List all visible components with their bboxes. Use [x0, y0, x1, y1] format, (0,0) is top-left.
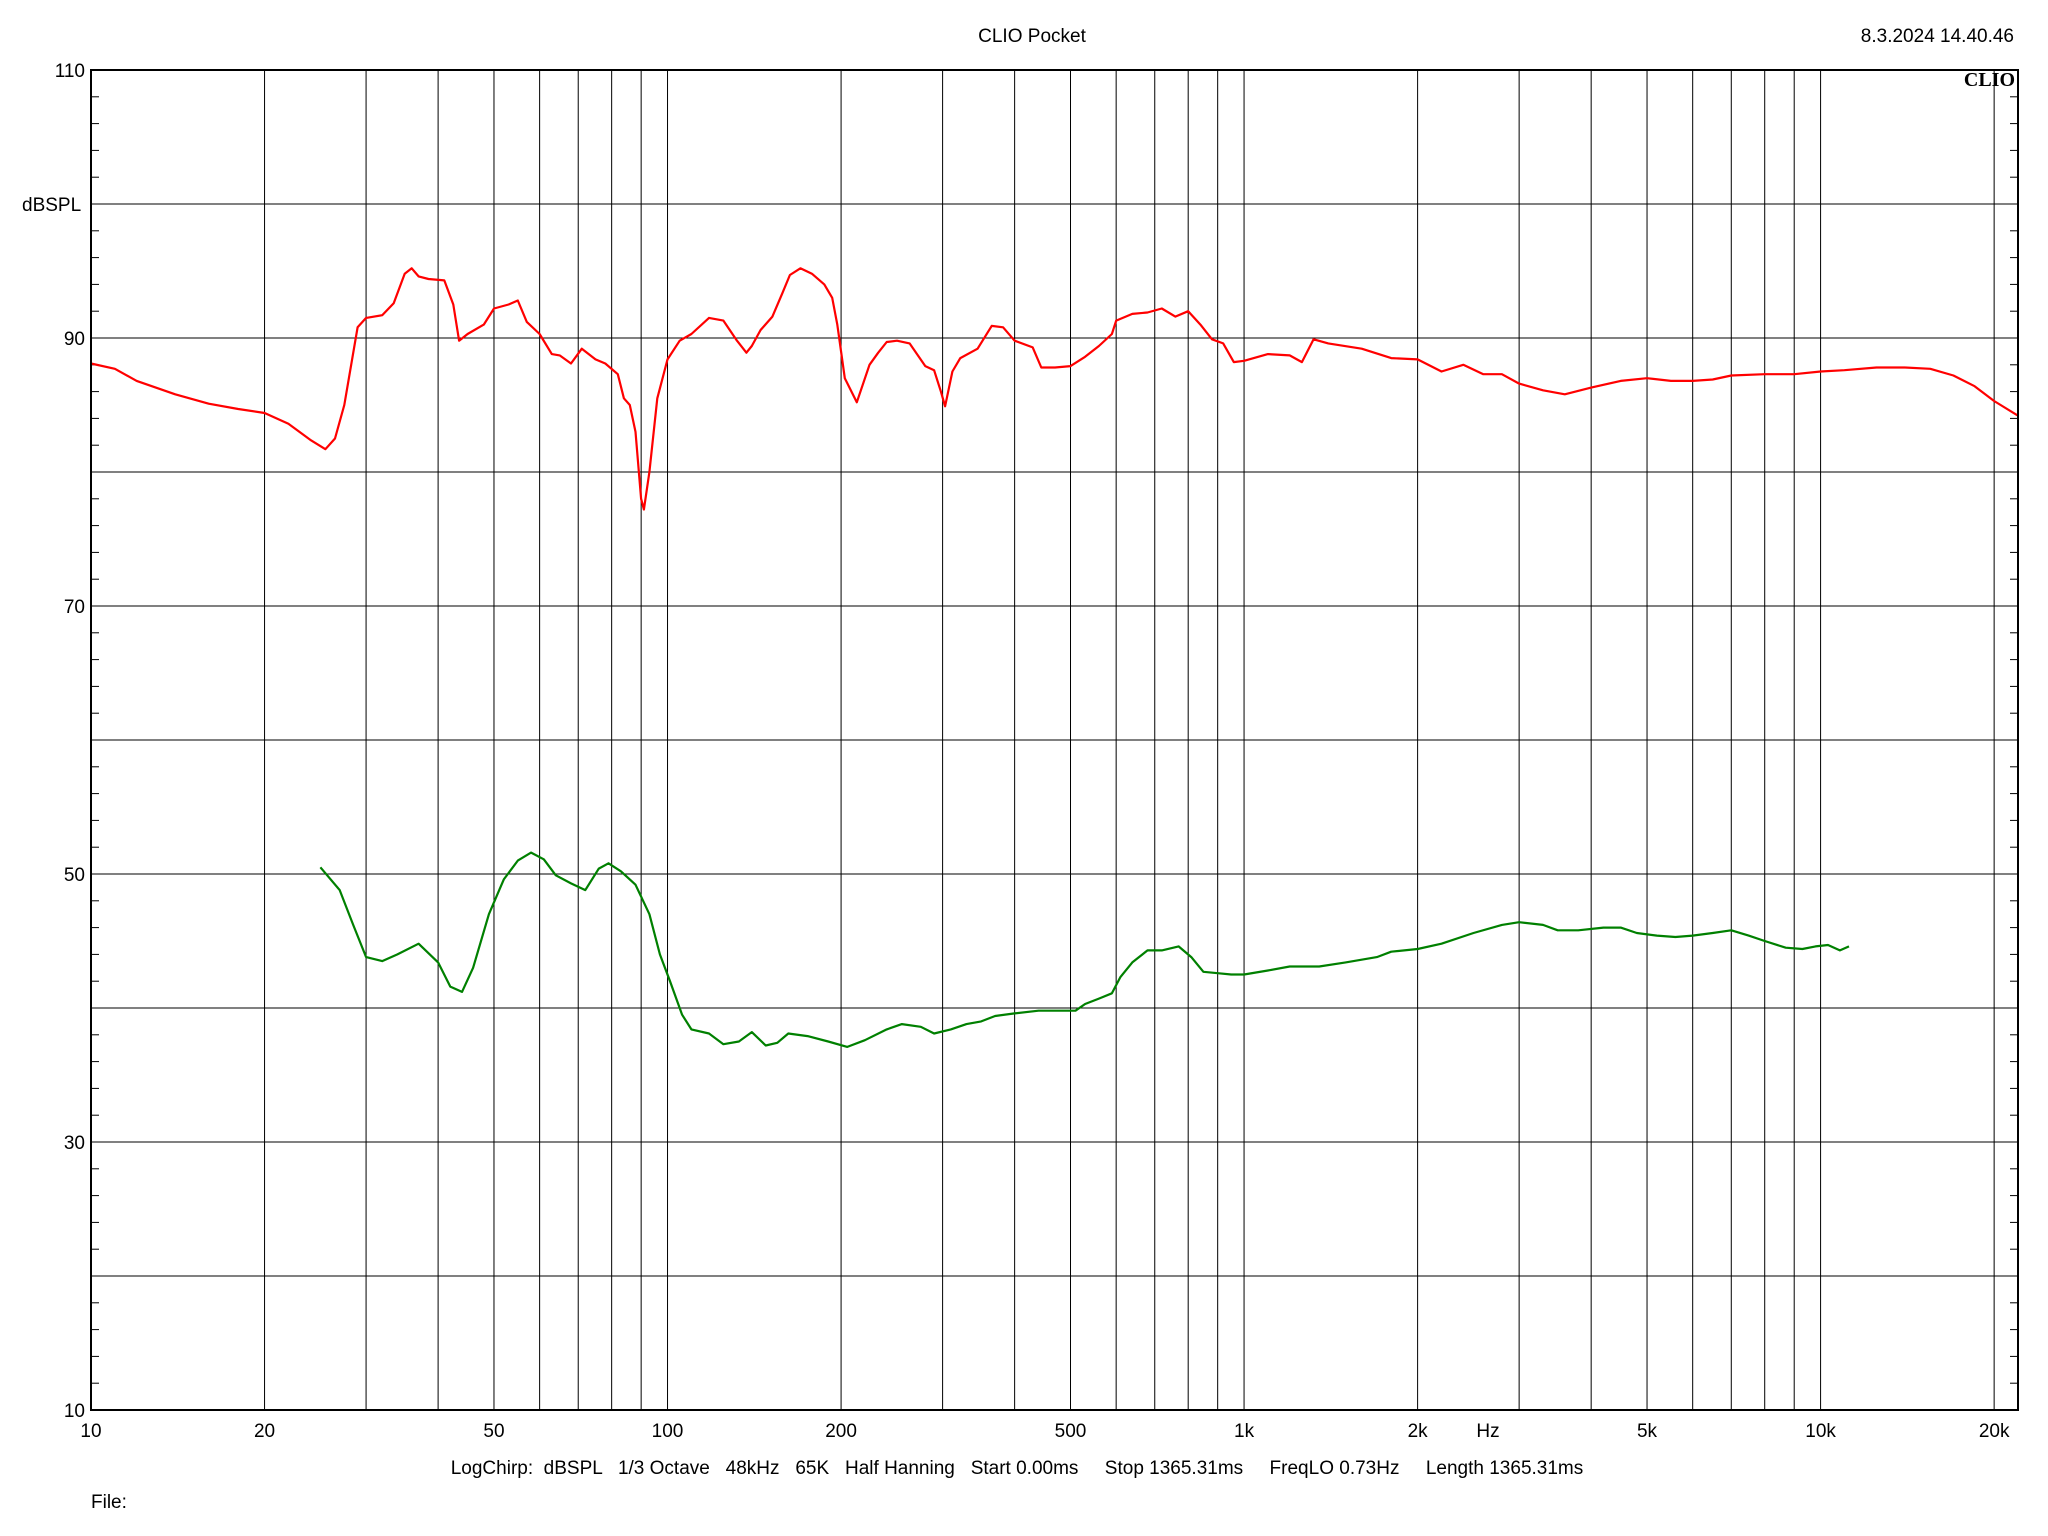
y-tick-label: 90 — [64, 329, 85, 350]
file-label: File: — [91, 1492, 127, 1513]
measurement-settings: LogChirp: dBSPL 1/3 Octave 48kHz 65K Hal… — [451, 1458, 1584, 1479]
y-tick-label: 10 — [64, 1401, 85, 1422]
x-tick-label: 20 — [254, 1421, 275, 1442]
series-layer — [90, 267, 2019, 1048]
x-tick-label: 200 — [825, 1421, 857, 1442]
plot-frame — [90, 69, 2019, 1411]
x-tick-label: 5k — [1637, 1421, 1658, 1442]
y-tick-label: 50 — [64, 865, 85, 886]
y-tick-label: 70 — [64, 597, 85, 618]
chart-title: CLIO Pocket — [978, 26, 1086, 47]
x-tick-label: 20k — [1979, 1421, 2010, 1442]
x-tick-label: 10k — [1805, 1421, 1836, 1442]
y-tick-label: 110 — [55, 61, 85, 82]
x-tick-label: 2k — [1408, 1421, 1429, 1442]
clio-logo: CLIO — [1964, 69, 2015, 91]
y-tick-label: 30 — [64, 1133, 85, 1154]
x-tick-label: 1k — [1234, 1421, 1255, 1442]
x-tick-label: 50 — [483, 1421, 504, 1442]
x-tick-label: 10 — [80, 1421, 101, 1442]
tick-labels: 10 30 50 70 90 110 10 20 50 100 200 500 1k 2k 5k 10k 20k — [55, 61, 2010, 1442]
x-tick-label: 500 — [1055, 1421, 1087, 1442]
y-axis-label: dBSPL — [22, 195, 81, 216]
x-tick-label: 100 — [652, 1421, 684, 1442]
x-axis-label: Hz — [1476, 1421, 1499, 1442]
timestamp: 8.3.2024 14.40.46 — [1861, 26, 2014, 47]
green-response-curve — [319, 851, 1850, 1048]
red-response-curve — [90, 267, 2019, 511]
